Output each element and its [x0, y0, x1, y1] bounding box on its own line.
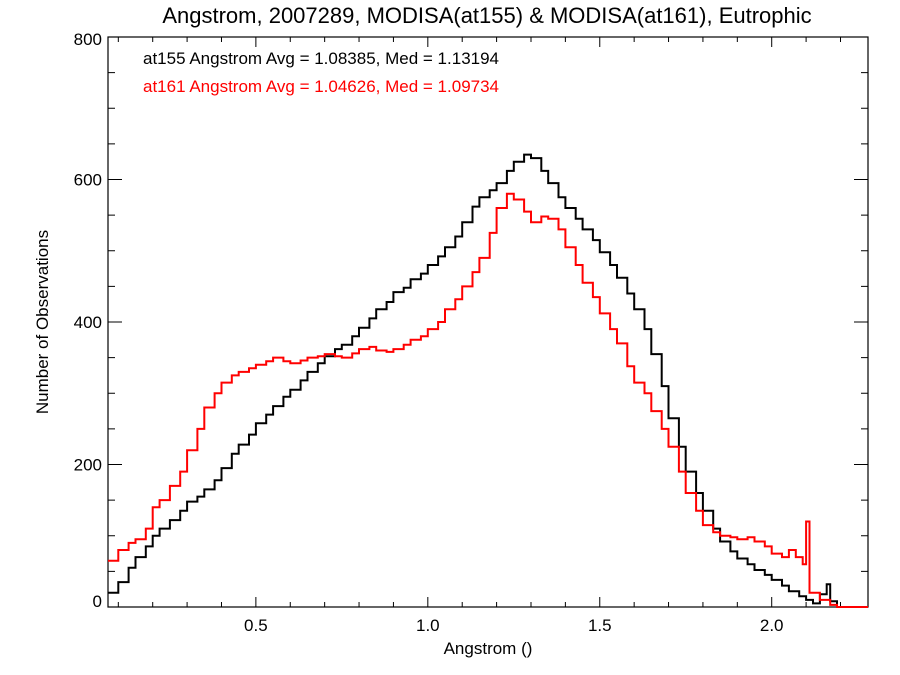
series-line-at161 [108, 192, 868, 608]
y-axis-label: Number of Observations [33, 230, 52, 414]
y-tick-label: 200 [74, 456, 102, 475]
legend: at155 Angstrom Avg = 1.08385, Med = 1.13… [143, 49, 499, 96]
y-tick-label: 400 [74, 313, 102, 332]
stats-annotation-1: at155 Angstrom Avg = 1.08385, Med = 1.13… [143, 49, 499, 68]
x-tick-label: 1.5 [588, 616, 612, 635]
plot-frame [107, 36, 869, 608]
series-layer [108, 153, 868, 608]
x-axis-ticks: 0.5 1.0 1.5 2.0 [117, 37, 841, 635]
series-line-at155 [108, 153, 868, 608]
x-tick-label: 2.0 [760, 616, 784, 635]
y-axis-ticks: 0 200 400 600 800 [74, 30, 868, 611]
y-tick-label: 0 [93, 592, 102, 611]
x-axis-label: Angstrom () [444, 639, 533, 658]
x-tick-label: 0.5 [244, 616, 268, 635]
stats-annotation-2: at161 Angstrom Avg = 1.04626, Med = 1.09… [143, 77, 499, 96]
chart-title: Angstrom, 2007289, MODISA(at155) & MODIS… [162, 3, 811, 28]
x-tick-label: 1.0 [416, 616, 440, 635]
y-tick-label: 800 [74, 30, 102, 49]
y-tick-label: 600 [74, 171, 102, 190]
